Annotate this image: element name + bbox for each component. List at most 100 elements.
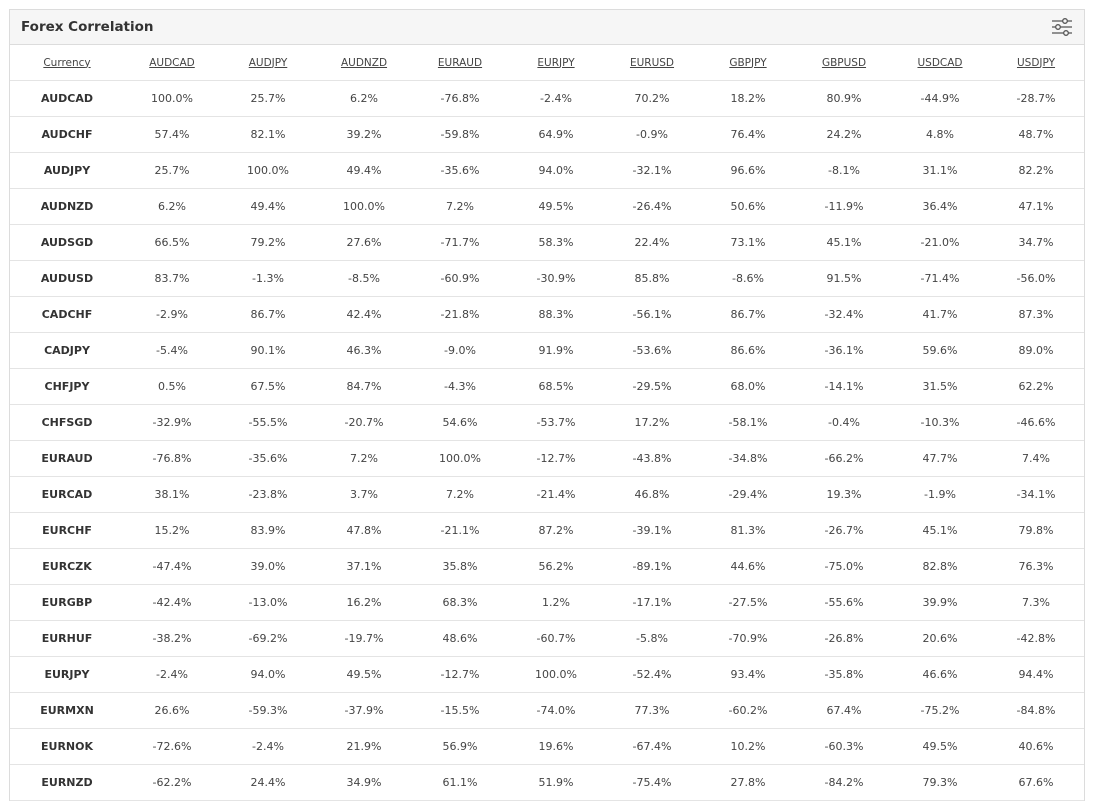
correlation-cell: 47.8% (316, 512, 412, 549)
column-header[interactable]: USDCAD (892, 45, 988, 81)
correlation-cell: 48.7% (988, 116, 1084, 153)
correlation-cell: 39.0% (220, 548, 316, 585)
correlation-cell: 67.6% (988, 764, 1084, 801)
column-header[interactable]: AUDNZD (316, 45, 412, 81)
row-label: AUDSGD (10, 224, 124, 261)
correlation-cell: -39.1% (604, 512, 700, 549)
row-label: EURCAD (10, 476, 124, 513)
correlation-cell: 79.3% (892, 764, 988, 801)
column-header[interactable]: EURJPY (508, 45, 604, 81)
correlation-cell: 18.2% (700, 80, 796, 117)
column-header[interactable]: Currency (10, 45, 124, 81)
correlation-cell: 27.6% (316, 224, 412, 261)
correlation-cell: -42.8% (988, 620, 1084, 657)
correlation-cell: 47.1% (988, 188, 1084, 225)
row-label: CADJPY (10, 332, 124, 369)
correlation-cell: -59.8% (412, 116, 508, 153)
column-header[interactable]: EURAUD (412, 45, 508, 81)
filter-icon[interactable] (1051, 17, 1073, 37)
correlation-cell: -36.1% (796, 332, 892, 369)
correlation-cell: -30.9% (508, 260, 604, 297)
row-label: AUDCHF (10, 116, 124, 153)
correlation-cell: 70.2% (604, 80, 700, 117)
correlation-cell: -2.4% (508, 80, 604, 117)
correlation-cell: 85.8% (604, 260, 700, 297)
panel: Forex Correlation Currency AUDCAD AUDJPY AU… (9, 9, 1085, 801)
correlation-cell: -17.1% (604, 584, 700, 621)
correlation-cell: -15.5% (412, 692, 508, 729)
page: {"header":{"title":"Forex Correlation"},… (9, 9, 1085, 801)
correlation-cell: 1.2% (508, 584, 604, 621)
correlation-cell: 0.5% (124, 368, 220, 405)
correlation-cell: 19.3% (796, 476, 892, 513)
correlation-cell: -35.8% (796, 656, 892, 693)
correlation-cell: -9.0% (412, 332, 508, 369)
correlation-cell: 41.7% (892, 296, 988, 333)
table-row: EURCHF 15.2% 83.9% 47.8% -21.1% 87.2% -39.1% 81… (10, 512, 1084, 549)
correlation-cell: -12.7% (412, 656, 508, 693)
correlation-cell: 21.9% (316, 728, 412, 765)
column-header[interactable]: EURUSD (604, 45, 700, 81)
correlation-cell: -59.3% (220, 692, 316, 729)
correlation-cell: 93.4% (700, 656, 796, 693)
row-label: AUDUSD (10, 260, 124, 297)
correlation-cell: 61.1% (412, 764, 508, 801)
correlation-cell: -21.4% (508, 476, 604, 513)
correlation-cell: -20.7% (316, 404, 412, 441)
row-label: EURNZD (10, 764, 124, 801)
correlation-cell: -35.6% (220, 440, 316, 477)
correlation-cell: -71.4% (892, 260, 988, 297)
table-row: AUDCAD 100.0% 25.7% 6.2% -76.8% -2.4% 70.2% 18.… (10, 80, 1084, 117)
correlation-cell: -28.7% (988, 80, 1084, 117)
correlation-cell: -67.4% (604, 728, 700, 765)
correlation-cell: 84.7% (316, 368, 412, 405)
correlation-cell: 22.4% (604, 224, 700, 261)
correlation-cell: 7.2% (412, 188, 508, 225)
correlation-cell: -62.2% (124, 764, 220, 801)
correlation-cell: -11.9% (796, 188, 892, 225)
correlation-cell: -29.4% (700, 476, 796, 513)
correlation-cell: -66.2% (796, 440, 892, 477)
correlation-cell: 17.2% (604, 404, 700, 441)
table-row: CHFJPY 0.5% 67.5% 84.7% -4.3% 68.5% -29.5% 68.0… (10, 368, 1084, 405)
correlation-cell: 15.2% (124, 512, 220, 549)
correlation-cell: 3.7% (316, 476, 412, 513)
correlation-cell: 81.3% (700, 512, 796, 549)
correlation-cell: 82.1% (220, 116, 316, 153)
panel-title: Forex Correlation (21, 19, 154, 35)
correlation-cell: 24.4% (220, 764, 316, 801)
correlation-cell: 90.1% (220, 332, 316, 369)
column-header[interactable]: GBPUSD (796, 45, 892, 81)
correlation-cell: 45.1% (892, 512, 988, 549)
correlation-cell: 25.7% (124, 152, 220, 189)
correlation-cell: -75.0% (796, 548, 892, 585)
correlation-cell: 59.6% (892, 332, 988, 369)
table-row: EURJPY -2.4% 94.0% 49.5% -12.7% 100.0% -52.4% 9… (10, 656, 1084, 693)
correlation-cell: 68.3% (412, 584, 508, 621)
correlation-cell: -52.4% (604, 656, 700, 693)
correlation-cell: 77.3% (604, 692, 700, 729)
correlation-cell: -2.4% (124, 656, 220, 693)
correlation-cell: -32.4% (796, 296, 892, 333)
correlation-cell: -58.1% (700, 404, 796, 441)
correlation-cell: 87.2% (508, 512, 604, 549)
correlation-cell: 86.7% (700, 296, 796, 333)
column-header[interactable]: AUDJPY (220, 45, 316, 81)
column-header[interactable]: USDJPY (988, 45, 1084, 81)
correlation-cell: 36.4% (892, 188, 988, 225)
correlation-cell: -32.1% (604, 152, 700, 189)
correlation-cell: -5.4% (124, 332, 220, 369)
correlation-cell: -60.7% (508, 620, 604, 657)
column-header[interactable]: GBPJPY (700, 45, 796, 81)
correlation-cell: -8.1% (796, 152, 892, 189)
correlation-cell: 67.4% (796, 692, 892, 729)
correlation-cell: -2.4% (220, 728, 316, 765)
correlation-cell: 24.2% (796, 116, 892, 153)
row-label: EURMXN (10, 692, 124, 729)
correlation-cell: 57.4% (124, 116, 220, 153)
correlation-cell: -60.2% (700, 692, 796, 729)
correlation-cell: -70.9% (700, 620, 796, 657)
column-header[interactable]: AUDCAD (124, 45, 220, 81)
correlation-cell: 46.6% (892, 656, 988, 693)
table-row: CADCHF -2.9% 86.7% 42.4% -21.8% 88.3% -56.1% 86… (10, 296, 1084, 333)
